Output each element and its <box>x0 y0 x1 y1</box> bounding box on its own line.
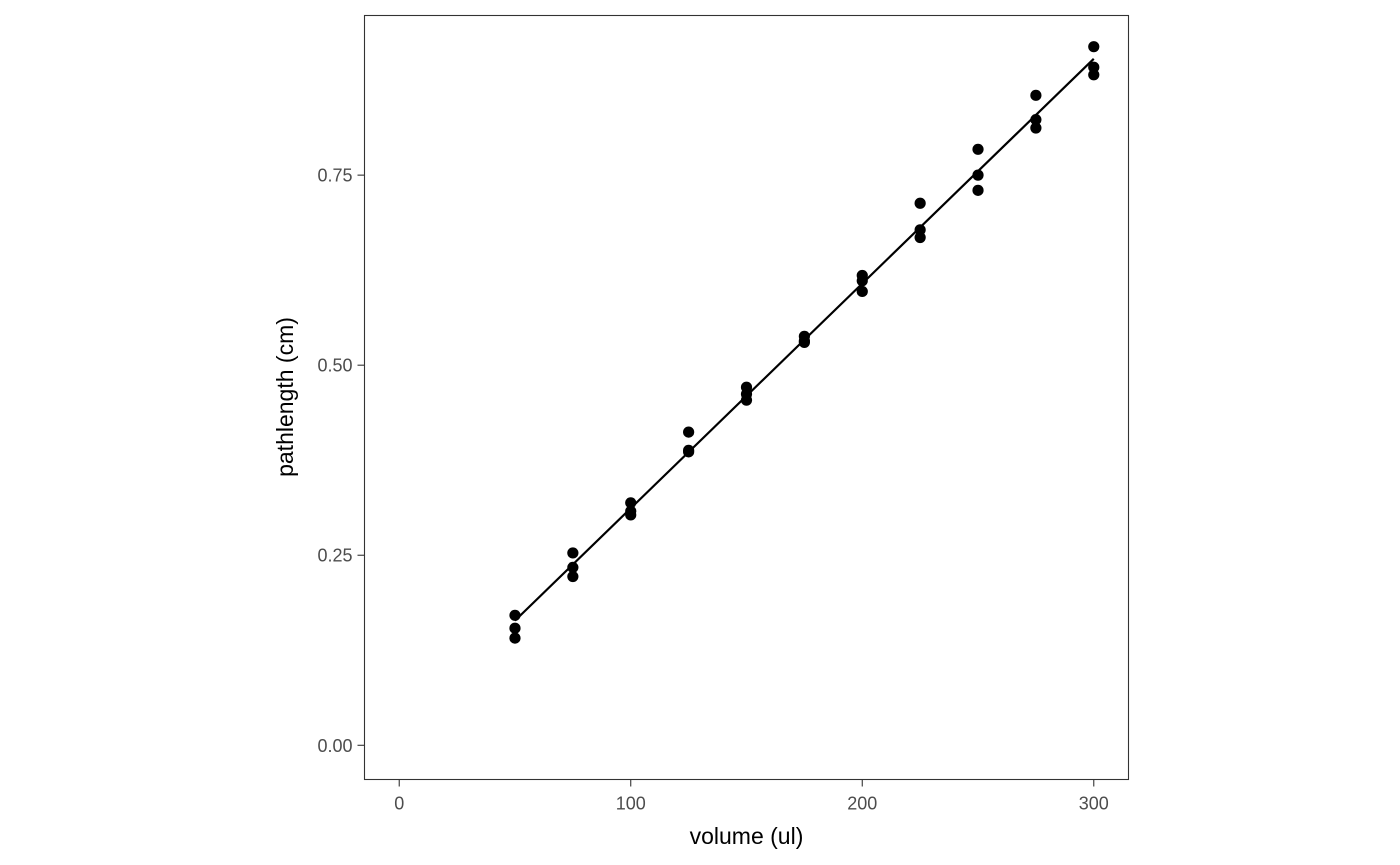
data-point-23 <box>915 232 926 243</box>
data-point-32 <box>1088 69 1099 80</box>
x-tick-label-3: 300 <box>1079 794 1109 814</box>
data-point-26 <box>972 185 983 196</box>
data-point-29 <box>1030 122 1041 133</box>
data-point-5 <box>567 571 578 582</box>
data-point-21 <box>915 198 926 209</box>
y-tick-label-2: 0.50 <box>317 356 352 376</box>
data-point-24 <box>972 144 983 155</box>
x-tick-label-2: 200 <box>847 794 877 814</box>
data-point-25 <box>972 170 983 181</box>
y-tick-label-1: 0.25 <box>317 546 352 566</box>
data-point-19 <box>857 275 868 286</box>
y-axis-title: pathlength (cm) <box>272 317 298 477</box>
data-point-30 <box>1088 41 1099 52</box>
data-point-9 <box>683 426 694 437</box>
x-axis-title: volume (ul) <box>690 823 804 849</box>
data-point-14 <box>741 395 752 406</box>
y-tick-label-0: 0.00 <box>317 736 352 756</box>
data-point-1 <box>509 623 520 634</box>
data-point-2 <box>509 633 520 644</box>
data-point-11 <box>683 446 694 457</box>
data-point-0 <box>509 610 520 621</box>
x-tick-label-1: 100 <box>616 794 646 814</box>
data-point-20 <box>857 286 868 297</box>
data-point-8 <box>625 509 636 520</box>
data-point-3 <box>567 547 578 558</box>
y-tick-label-3: 0.75 <box>317 166 352 186</box>
data-point-17 <box>799 337 810 348</box>
data-point-27 <box>1030 90 1041 101</box>
x-tick-label-0: 0 <box>394 794 404 814</box>
